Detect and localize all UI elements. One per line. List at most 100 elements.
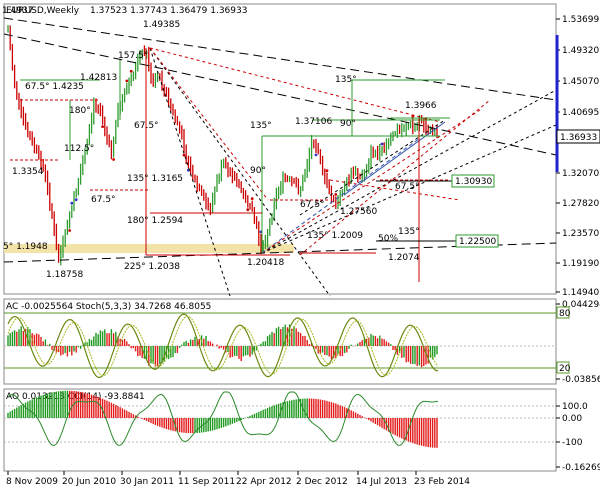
time-tick-label: 14 Jul 2013 <box>356 477 407 487</box>
fractal-marker <box>101 125 104 129</box>
support-zone <box>4 244 294 253</box>
time-tick-label: 20 Jun 2010 <box>62 477 116 487</box>
annotation-label: 1.18758 <box>46 270 83 280</box>
trendline-support <box>3 242 557 263</box>
blue-trend-line <box>261 137 421 254</box>
time-tick-label: 11 Sep 2011 <box>178 477 235 487</box>
red-angle-line <box>299 99 491 256</box>
ac-tick-label: 0.044294 <box>562 300 600 310</box>
annotation-label: 1.20418 <box>247 258 284 268</box>
time-tick-label: 8 Nov 2009 <box>6 477 58 487</box>
fractal-marker <box>250 197 254 201</box>
annotation-label: 67.5° <box>300 200 325 210</box>
level-box-label: 1.22500 <box>459 237 496 247</box>
ao-panel-frame <box>3 388 557 472</box>
price-tick-label: 1.14940 <box>562 288 599 298</box>
time-tick-label: 23 Feb 2014 <box>414 477 470 487</box>
ao-tick-label: 0.00 <box>562 414 582 424</box>
price-tick-label: 1.49320 <box>562 46 599 56</box>
annotation-label: 1.27560 <box>340 207 377 217</box>
ao-header: AO 0.013213 CCI(14) -93.8841 <box>6 392 145 402</box>
stochastic-main-line <box>7 313 439 379</box>
annotation-label: 67.5° 1.4235 <box>25 82 84 92</box>
red-angle-line <box>261 109 481 254</box>
price-tick-label: 1.40695 <box>562 108 599 118</box>
fractal-marker <box>246 208 250 212</box>
annotation-label: 112.5° <box>64 144 94 154</box>
current-price-box <box>556 129 600 144</box>
price-bars <box>7 25 438 266</box>
annotation-label: 1.37106 <box>295 117 332 127</box>
annotation-label: 90° <box>340 119 356 129</box>
annotation-label: 1.3966 <box>405 101 437 111</box>
annotation-label: 67.5° <box>91 195 116 205</box>
annotation-label: 135° <box>335 75 357 85</box>
stoch-level-box <box>556 361 570 374</box>
fractal-marker <box>314 153 318 157</box>
fractal-marker <box>70 201 74 205</box>
red-angle-line <box>149 47 269 201</box>
price-tick-label: 1.32070 <box>562 169 599 179</box>
fractal-marker <box>380 142 384 146</box>
trendline-resistance <box>3 33 557 156</box>
fractal-marker <box>325 169 329 173</box>
stochastic-signal-line <box>7 315 439 377</box>
time-tick-label: 22 Apr 2012 <box>236 477 292 487</box>
annotation-label: 90° <box>250 166 266 176</box>
annotation-label: 1.49385 <box>143 20 180 30</box>
gann-fan-line <box>149 47 331 297</box>
annotation-label: 135° <box>398 227 420 237</box>
level-box <box>451 174 495 188</box>
ac-panel-frame <box>3 298 557 385</box>
stoch-level-box <box>556 306 570 319</box>
annotation-label: 67.5° <box>134 121 159 131</box>
fractal-marker <box>334 193 338 196</box>
level-box <box>455 234 499 248</box>
symbol-label: EURUSD,Weekly <box>6 6 80 16</box>
fractal-marker <box>129 69 133 73</box>
gann-fan-line <box>261 89 557 254</box>
annotation-label: 5° 1.1948 <box>3 242 48 252</box>
cci-line <box>7 391 439 447</box>
annotation-label: 135° <box>250 121 272 131</box>
fractal-marker <box>182 153 186 157</box>
annotation-label: 1.2074 <box>388 253 420 263</box>
price-tick-label: 1.23570 <box>562 229 599 239</box>
blue-trend-line <box>343 121 446 196</box>
fractal-marker <box>68 229 71 232</box>
ao-tick-label: -100 <box>562 438 583 448</box>
stoch-level-label: 80 <box>559 309 571 319</box>
annotation-label: 135° 1.3165 <box>127 174 183 184</box>
ao-tick-label: -0.162695 <box>562 463 600 473</box>
fractal-marker <box>125 79 129 83</box>
annotation-label: 225° 1.2038 <box>124 262 180 272</box>
annotation-label: 157.5° <box>118 51 148 61</box>
red-angle-line <box>149 47 441 123</box>
annotation-label: 50% <box>378 234 398 244</box>
trendline-long-top <box>3 17 557 101</box>
annotation-label: 135° 1.2009 <box>307 231 363 241</box>
ac-tick-label: -0.038569 <box>562 375 600 385</box>
annotation-label: 1.4937 <box>2 6 34 16</box>
stoch-level-label: 20 <box>559 364 571 374</box>
annotation-label: 1.42813 <box>80 73 117 83</box>
price-tick-label: 1.19190 <box>562 259 599 269</box>
price-tick-label: 1.53699 <box>562 15 599 25</box>
annotation-label: 180° <box>69 106 91 116</box>
time-tick-label: 2 Dec 2012 <box>296 477 348 487</box>
annotation-label: 180° 1.2594 <box>127 216 183 226</box>
red-angle-line <box>329 179 461 201</box>
time-tick-label: 30 Jan 2011 <box>120 477 174 487</box>
ao-tick-label: 100.0 <box>562 402 588 412</box>
current-price-label: 1.36933 <box>560 133 597 143</box>
ac-header: AC -0.0025564 Stoch(5,3,3) 34.7268 46.80… <box>6 302 211 312</box>
price-tick-label: 1.45070 <box>562 77 599 87</box>
fractal-marker <box>74 198 78 202</box>
fractal-marker <box>112 158 115 161</box>
level-box-label: 1.30930 <box>455 177 492 187</box>
annotation-label: 1.3354 <box>12 167 44 177</box>
price-tick-label: 1.27820 <box>562 199 599 209</box>
ohlc-label: 1.37523 1.37743 1.36479 1.36933 <box>90 6 247 16</box>
